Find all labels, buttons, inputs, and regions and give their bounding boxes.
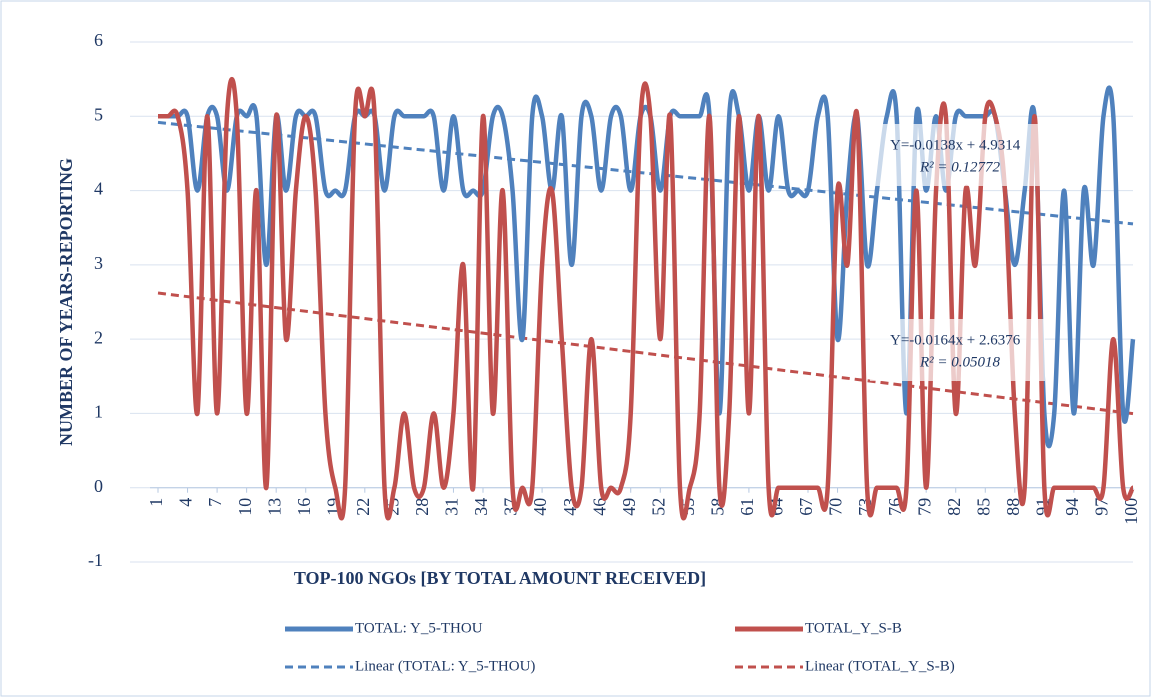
x-tick-label: 82 — [944, 498, 964, 516]
x-tick-label: 79 — [914, 498, 934, 516]
x-tick-label: 31 — [442, 498, 462, 516]
y-tick-label: 3 — [94, 253, 103, 273]
x-tick-label: 10 — [235, 498, 255, 516]
x-tick-label: 46 — [589, 498, 609, 516]
legend-label: Linear (TOTAL: Y_5-THOU) — [355, 658, 535, 674]
x-tick-label: 61 — [737, 498, 757, 516]
y-tick-label: 1 — [94, 402, 103, 422]
annotation-bg — [870, 319, 1045, 381]
y-tick-label: 6 — [94, 30, 103, 50]
trendline-r2: R² = 0.12772 — [919, 159, 1001, 175]
series-line — [158, 77, 1136, 521]
y-tick-label: -1 — [88, 550, 103, 570]
x-tick-label: 100 — [1121, 498, 1141, 525]
x-tick-label: 40 — [530, 498, 550, 516]
annotation-bg — [870, 124, 1045, 186]
x-tick-label: 16 — [294, 498, 314, 516]
legend-label: TOTAL: Y_5-THOU — [355, 620, 483, 636]
x-tick-label: 1 — [146, 498, 166, 507]
x-axis-title: TOP-100 NGOs [BY TOTAL AMOUNT RECEIVED] — [294, 568, 706, 588]
x-tick-label: 97 — [1092, 498, 1112, 516]
y-tick-label: 5 — [94, 104, 103, 124]
x-tick-label: 49 — [619, 498, 639, 516]
x-tick-label: 70 — [826, 498, 846, 516]
y-tick-label: 2 — [94, 327, 103, 347]
x-tick-label: 7 — [205, 498, 225, 507]
trendline-equation: Y=-0.0164x + 2.6376 — [890, 332, 1021, 348]
x-tick-label: 34 — [471, 498, 491, 516]
x-tick-label: 52 — [648, 498, 668, 516]
trendline-equation: Y=-0.0138x + 4.9314 — [890, 137, 1021, 153]
y-tick-label: 0 — [94, 476, 103, 496]
y-tick-label: 4 — [94, 179, 103, 199]
trendline-r2: R² = 0.05018 — [919, 354, 1001, 370]
x-tick-label: 94 — [1062, 498, 1082, 516]
x-tick-label: 88 — [1003, 498, 1023, 516]
x-tick-label: 4 — [176, 498, 196, 507]
x-tick-label: 22 — [353, 498, 373, 516]
x-tick-label: 85 — [973, 498, 993, 516]
x-tick-label: 28 — [412, 498, 432, 516]
legend-label: TOTAL_Y_S-B — [805, 620, 902, 636]
legend-label: Linear (TOTAL_Y_S-B) — [805, 658, 955, 674]
y-axis-title: NUMBER OF YEARS-REPORTING — [56, 158, 76, 446]
x-tick-label: 13 — [264, 498, 284, 516]
x-tick-label: 67 — [796, 498, 816, 516]
